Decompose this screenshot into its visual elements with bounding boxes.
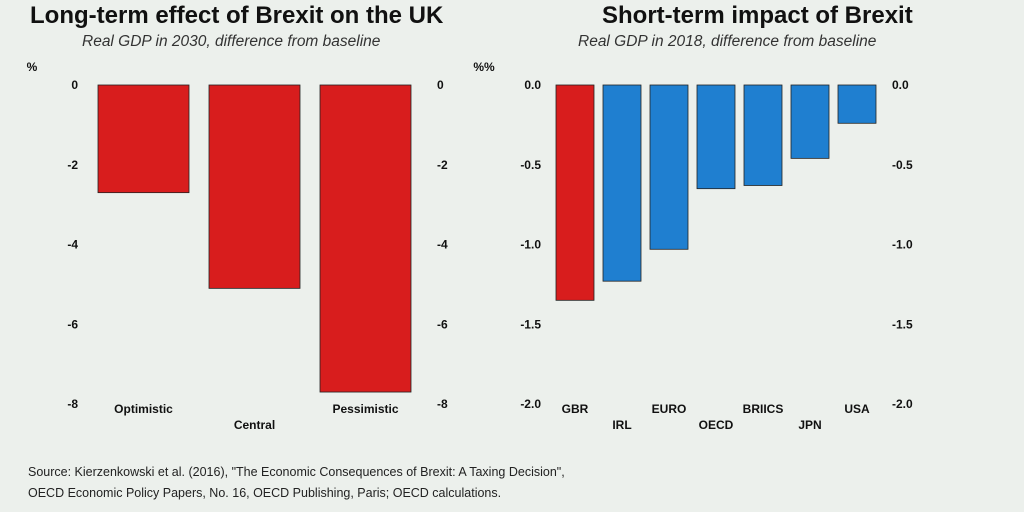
left-ytick-left: -2 [67,158,78,172]
right-category-label: USA [844,402,870,416]
right-category-label: JPN [798,418,821,432]
right-unit-label: %% [473,60,495,74]
right-bar-jpn [790,84,830,159]
source-line-2: OECD Economic Policy Papers, No. 16, OEC… [28,486,502,500]
left-category-label: Central [234,418,275,432]
right-category-label: IRL [612,418,631,432]
right-ytick-left: -0.5 [520,158,541,172]
right-ytick-right: -2.0 [892,397,913,411]
right-bar-irl [602,84,642,282]
left-ytick-right: 0 [437,78,444,92]
right-category-label: EURO [652,402,687,416]
left-ytick-left: 0 [71,78,78,92]
right-chart-subtitle: Real GDP in 2018, difference from baseli… [578,33,877,50]
right-bar-euro [649,84,689,250]
left-ytick-right: -8 [437,397,448,411]
right-ytick-right: -1.5 [892,317,913,331]
right-bar-oecd [696,84,736,190]
right-ytick-left: -1.5 [520,317,541,331]
left-ytick-right: -6 [437,317,448,331]
left-bar-optimistic [97,84,190,194]
left-bar-pessimistic [319,84,412,393]
right-category-label: GBR [562,402,589,416]
left-ytick-right: -2 [437,158,448,172]
left-chart-title: Long-term effect of Brexit on the UK [30,2,444,29]
right-ytick-right: -0.5 [892,158,913,172]
right-category-label: OECD [699,418,734,432]
right-bar-briics [743,84,783,186]
left-ytick-left: -6 [67,317,78,331]
left-ytick-left: -4 [67,238,78,252]
right-ytick-left: -2.0 [520,397,541,411]
right-ytick-right: -1.0 [892,238,913,252]
left-category-label: Optimistic [114,402,173,416]
right-chart-title: Short-term impact of Brexit [602,2,913,29]
left-unit-label: % [27,60,38,74]
left-category-label: Pessimistic [332,402,398,416]
right-bar-gbr [555,84,595,301]
left-chart-subtitle: Real GDP in 2030, difference from baseli… [82,33,381,50]
source-note: Source: Kierzenkowski et al. (2016), "Th… [28,462,565,504]
right-ytick-left: 0.0 [524,78,541,92]
right-ytick-right: 0.0 [892,78,909,92]
left-ytick-left: -8 [67,397,78,411]
right-category-label: BRIICS [743,402,784,416]
left-bar-central [208,84,301,289]
right-ytick-left: -1.0 [520,238,541,252]
source-line-1: Source: Kierzenkowski et al. (2016), "Th… [28,465,565,479]
right-bar-usa [837,84,877,124]
left-ytick-right: -4 [437,238,448,252]
